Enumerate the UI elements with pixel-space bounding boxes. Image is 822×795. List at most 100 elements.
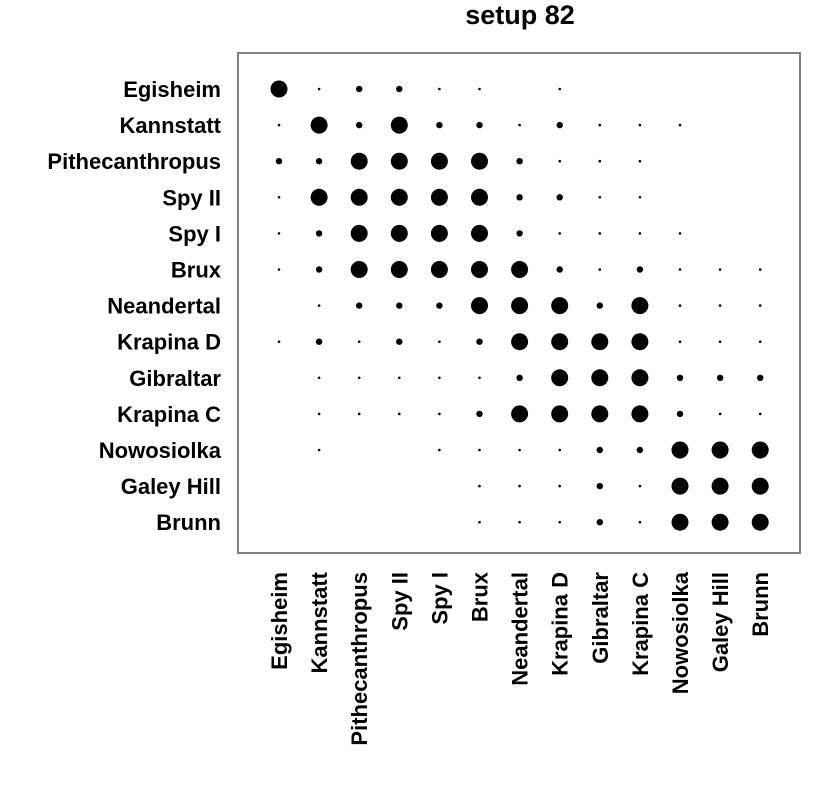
column-label: Galey Hill bbox=[708, 572, 733, 672]
dot bbox=[518, 123, 521, 127]
dot bbox=[476, 338, 483, 345]
dot bbox=[396, 338, 403, 345]
dot bbox=[438, 87, 441, 91]
column-label: Spy I bbox=[427, 572, 452, 625]
row-label: Krapina D bbox=[117, 330, 221, 355]
dot bbox=[478, 448, 481, 452]
dot bbox=[317, 87, 321, 91]
dot bbox=[471, 152, 488, 170]
dot bbox=[671, 441, 689, 459]
dot bbox=[636, 266, 644, 273]
dot bbox=[471, 224, 488, 242]
dot bbox=[275, 158, 283, 165]
dot bbox=[718, 412, 722, 416]
dot bbox=[751, 477, 769, 495]
row-label: Egisheim bbox=[123, 77, 221, 102]
row-label: Galey Hill bbox=[121, 474, 221, 499]
dot bbox=[671, 477, 689, 495]
column-label: Krapina C bbox=[628, 572, 653, 676]
dot bbox=[317, 376, 321, 380]
dot bbox=[277, 123, 281, 127]
dot bbox=[511, 261, 529, 278]
column-label: Egisheim bbox=[267, 572, 292, 670]
dot bbox=[631, 333, 649, 351]
dot bbox=[558, 448, 561, 452]
dot bbox=[436, 121, 443, 129]
dot bbox=[471, 297, 488, 315]
dot bbox=[398, 376, 401, 380]
dot bbox=[430, 261, 448, 278]
dot bbox=[430, 224, 448, 242]
dot bbox=[471, 188, 488, 206]
column-label: Kannstatt bbox=[307, 571, 332, 673]
dot bbox=[438, 412, 441, 416]
dot bbox=[551, 405, 569, 423]
dot bbox=[390, 116, 408, 134]
dot bbox=[636, 446, 644, 454]
dot bbox=[511, 333, 529, 351]
row-label: Spy I bbox=[168, 221, 221, 246]
dot bbox=[558, 484, 561, 488]
dot bbox=[350, 188, 368, 206]
dot bbox=[598, 123, 602, 127]
dot bbox=[518, 520, 521, 524]
dot bbox=[396, 302, 403, 309]
dot bbox=[678, 304, 682, 307]
dot bbox=[638, 159, 642, 163]
dot bbox=[711, 441, 729, 459]
dot bbox=[718, 268, 722, 271]
chart-title: setup 82 bbox=[465, 0, 575, 30]
dot bbox=[758, 340, 762, 344]
dot bbox=[596, 482, 603, 490]
column-label: Brunn bbox=[748, 572, 773, 637]
dot bbox=[398, 412, 401, 416]
dot bbox=[310, 188, 328, 206]
dot bbox=[315, 338, 323, 345]
dot bbox=[598, 268, 602, 271]
column-label: Neandertal bbox=[508, 572, 533, 686]
dot bbox=[678, 340, 682, 344]
dot bbox=[757, 374, 764, 381]
dot bbox=[598, 159, 602, 163]
dot bbox=[277, 232, 281, 235]
dot bbox=[511, 297, 529, 315]
dot bbox=[711, 477, 729, 495]
dot bbox=[356, 85, 363, 93]
dot bbox=[356, 121, 363, 129]
dot bbox=[758, 412, 762, 416]
dot bbox=[471, 261, 488, 278]
dot bbox=[476, 410, 483, 418]
plot-frame bbox=[237, 52, 801, 554]
dot bbox=[390, 261, 408, 278]
dot bbox=[558, 232, 561, 235]
dot bbox=[558, 520, 561, 524]
dot bbox=[357, 340, 361, 344]
dot bbox=[751, 441, 769, 459]
dot bbox=[317, 412, 321, 416]
dot bbox=[598, 196, 602, 199]
dot bbox=[317, 304, 321, 307]
dot bbox=[390, 224, 408, 242]
dot bbox=[558, 159, 561, 163]
dot bbox=[476, 121, 483, 129]
dot bbox=[638, 123, 642, 127]
dot bbox=[390, 152, 408, 170]
dot bbox=[357, 412, 361, 416]
row-label: Kannstatt bbox=[120, 113, 222, 138]
dot bbox=[678, 232, 682, 235]
column-label: Nowosiolka bbox=[668, 571, 693, 694]
dot bbox=[396, 85, 403, 93]
dot bbox=[716, 374, 724, 381]
dot bbox=[438, 376, 441, 380]
row-label: Gibraltar bbox=[129, 366, 221, 391]
dot bbox=[478, 87, 481, 91]
dot bbox=[518, 484, 521, 488]
dot bbox=[478, 376, 481, 380]
dot bbox=[638, 520, 642, 524]
dot bbox=[516, 374, 523, 381]
row-labels: Egisheim Kannstatt Pithecanthropus Spy II Sp… bbox=[47, 77, 221, 535]
dot bbox=[277, 196, 281, 199]
dot bbox=[631, 297, 649, 315]
dot bbox=[591, 405, 609, 423]
dot bbox=[556, 266, 563, 273]
